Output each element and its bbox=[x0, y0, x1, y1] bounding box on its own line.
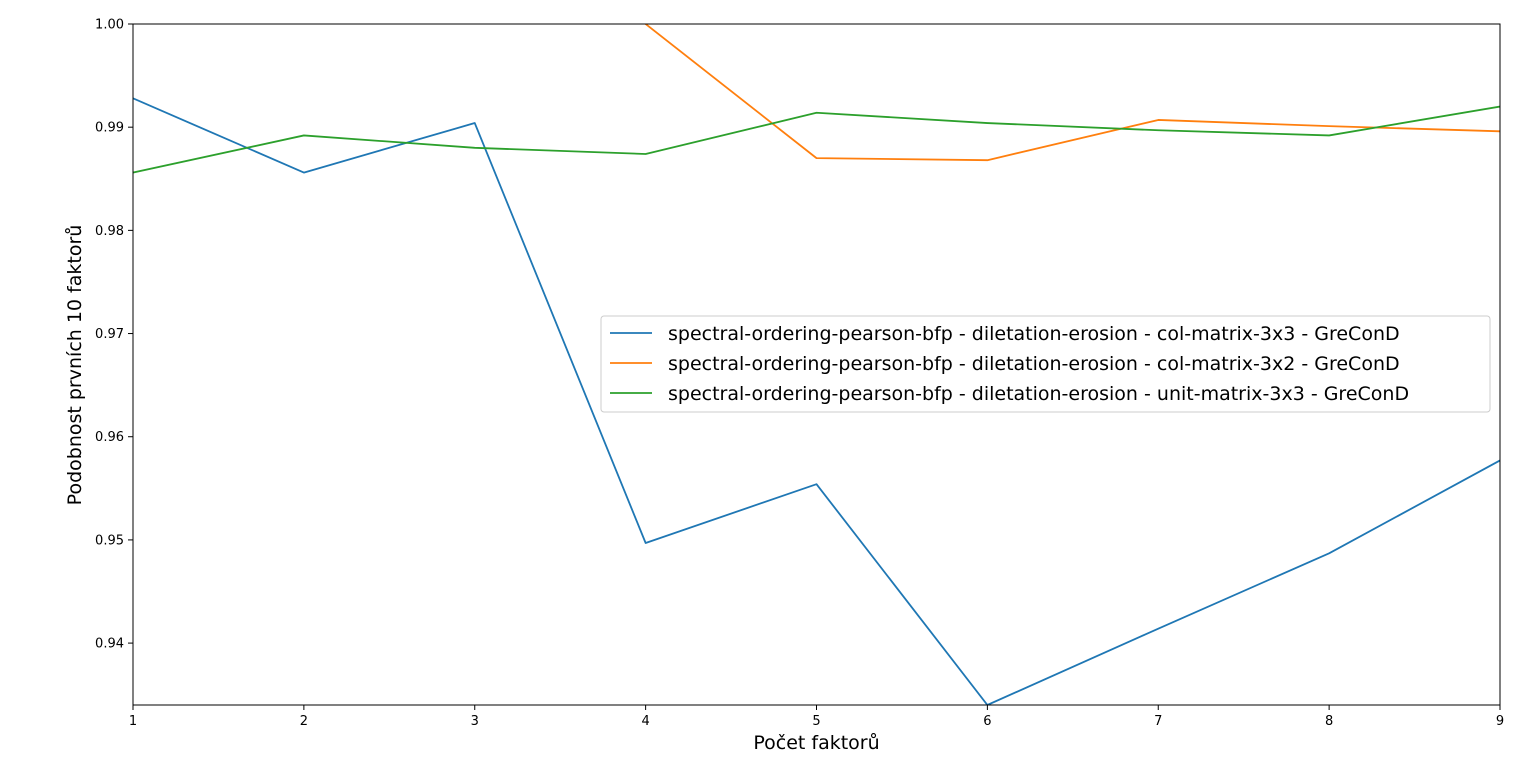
series-line-3 bbox=[133, 105, 1500, 174]
x-tick-label: 9 bbox=[1496, 714, 1504, 729]
x-tick-label: 1 bbox=[129, 714, 137, 729]
legend: spectral-ordering-pearson-bfp - diletati… bbox=[600, 315, 1491, 413]
y-axis-title: Podobnost prvních 10 faktorů bbox=[64, 225, 86, 506]
x-tick-label: 5 bbox=[812, 714, 820, 729]
x-tick-label: 6 bbox=[983, 714, 991, 729]
y-axis: 0.94 0.95 0.96 0.97 0.98 0.99 1.00 bbox=[95, 18, 133, 652]
y-tick-label: 1.00 bbox=[95, 18, 124, 33]
y-tick-label: 0.95 bbox=[95, 533, 124, 548]
y-tick-label: 0.98 bbox=[95, 224, 124, 239]
series-layer bbox=[133, 24, 1500, 705]
x-tick-label: 8 bbox=[1325, 714, 1333, 729]
y-tick-label: 0.94 bbox=[95, 637, 124, 652]
series-line-2 bbox=[644, 24, 1500, 162]
x-axis-title: Počet faktorů bbox=[753, 732, 879, 754]
y-tick-label: 0.97 bbox=[95, 327, 124, 342]
legend-label-2: spectral-ordering-pearson-bfp - diletati… bbox=[668, 353, 1400, 375]
legend-label-1: spectral-ordering-pearson-bfp - diletati… bbox=[668, 323, 1400, 345]
x-tick-label: 4 bbox=[641, 714, 649, 729]
y-tick-label: 0.96 bbox=[95, 430, 124, 445]
legend-label-3: spectral-ordering-pearson-bfp - diletati… bbox=[668, 383, 1409, 405]
series-line-1 bbox=[133, 97, 1500, 705]
x-tick-label: 3 bbox=[471, 714, 479, 729]
legend-frame bbox=[600, 315, 1491, 413]
x-axis: 1 2 3 4 5 6 7 8 9 bbox=[129, 705, 1504, 729]
y-tick-label: 0.99 bbox=[95, 121, 124, 136]
x-tick-label: 7 bbox=[1154, 714, 1162, 729]
x-tick-label: 2 bbox=[300, 714, 308, 729]
